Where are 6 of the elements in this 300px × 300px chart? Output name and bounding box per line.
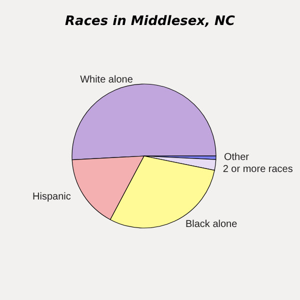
slice-label: White alone: [80, 74, 134, 86]
chart-title: Races in Middlesex, NC: [65, 14, 236, 29]
slice-label: Hispanic: [32, 191, 71, 202]
slice-label: 2 or more races: [222, 164, 293, 176]
slice-label: Other: [224, 152, 250, 164]
slice-label: Black alone: [185, 219, 238, 230]
